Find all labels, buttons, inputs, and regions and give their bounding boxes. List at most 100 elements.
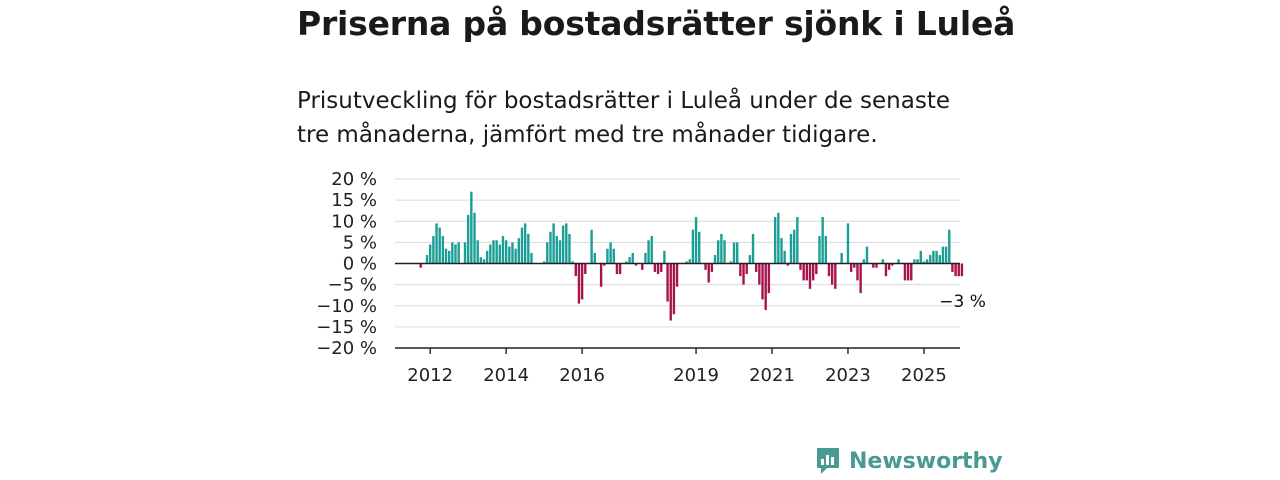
bar (574, 263, 577, 277)
bar (862, 259, 865, 264)
bar (815, 263, 818, 275)
bar (577, 263, 581, 304)
bar (625, 261, 628, 264)
bar (745, 263, 748, 275)
bar (758, 263, 761, 285)
bar (919, 250, 922, 264)
bar (717, 240, 720, 264)
bar (514, 248, 517, 264)
bar (834, 263, 837, 289)
bar (960, 263, 964, 277)
bar (849, 263, 853, 272)
bar (694, 217, 698, 264)
bar (805, 263, 809, 281)
bar (549, 231, 552, 264)
bar (457, 242, 460, 264)
bar (479, 257, 483, 264)
x-tick-label: 2023 (825, 365, 871, 386)
bar (786, 263, 790, 266)
chart-subtitle: Prisutveckling för bostadsrätter i Luleå… (297, 88, 950, 148)
bar (773, 217, 777, 264)
bar (853, 263, 856, 268)
bar (656, 263, 660, 275)
bar (846, 223, 850, 264)
bar (644, 252, 647, 264)
bar (948, 229, 951, 264)
x-tick-label: 2014 (483, 365, 529, 386)
bar (590, 229, 593, 264)
bar (489, 244, 492, 264)
bar (663, 250, 666, 264)
bar (447, 250, 451, 264)
y-tick-label: −20 % (316, 338, 377, 359)
bar (647, 240, 650, 264)
bar (444, 248, 448, 264)
bar (685, 261, 688, 264)
bar (511, 242, 514, 264)
bar (720, 233, 723, 264)
bar (754, 263, 758, 272)
bar (606, 248, 609, 264)
bar (599, 263, 603, 287)
bar (799, 263, 802, 270)
y-axis-ticks: 20 %15 %10 %5 %0 %−5 %−10 %−15 %−20 % (316, 169, 377, 359)
bar (906, 263, 910, 281)
y-tick-label: −5 % (328, 275, 377, 296)
bar (903, 263, 907, 281)
bar (641, 263, 644, 270)
x-tick-label: 2021 (749, 365, 795, 386)
bar (584, 263, 587, 275)
bar (872, 263, 875, 268)
bar (463, 242, 467, 264)
bar (555, 236, 558, 264)
bar (523, 223, 527, 264)
bar (783, 250, 786, 264)
y-tick-label: −10 % (316, 296, 377, 317)
chart-title: Priserna på bostadsrätter sjönk i Luleå (297, 4, 1016, 43)
bar (631, 252, 634, 264)
bar (609, 242, 612, 264)
bar (485, 250, 489, 264)
bar (887, 263, 891, 270)
bar (552, 223, 555, 264)
bar (419, 263, 422, 268)
bar (432, 236, 435, 264)
bar (691, 229, 695, 264)
bar (428, 244, 432, 264)
bar (913, 259, 916, 264)
newsworthy-brand[interactable]: Newsworthy (815, 446, 1003, 476)
bar (916, 259, 919, 264)
bar (767, 263, 771, 294)
bar (910, 263, 913, 281)
bar (660, 263, 663, 272)
price-change-chart: 20 %15 %10 %5 %0 %−5 %−10 %−15 %−20 % 20… (316, 169, 986, 386)
bar (761, 263, 764, 300)
bar (827, 263, 831, 277)
bar (666, 263, 669, 302)
x-tick-label: 2016 (559, 365, 605, 386)
bar (498, 244, 502, 264)
bar (473, 212, 476, 264)
bar (454, 244, 457, 264)
bar (742, 263, 745, 285)
bar (634, 263, 638, 266)
bar (561, 225, 565, 264)
bar (466, 214, 470, 264)
bar (688, 259, 691, 264)
bar (593, 252, 596, 264)
bar (736, 242, 739, 264)
bar (672, 263, 676, 315)
bar (723, 240, 726, 264)
last-value-label: −3 % (939, 292, 986, 312)
x-tick-label: 2025 (901, 365, 947, 386)
bar (951, 263, 954, 272)
bar (932, 250, 935, 264)
y-tick-label: 0 % (343, 254, 377, 275)
bar (558, 240, 562, 264)
bar (704, 263, 707, 270)
y-tick-label: 15 % (331, 190, 377, 211)
bar (571, 261, 574, 264)
bar (796, 217, 799, 264)
bar (865, 246, 869, 264)
bar (565, 223, 568, 264)
